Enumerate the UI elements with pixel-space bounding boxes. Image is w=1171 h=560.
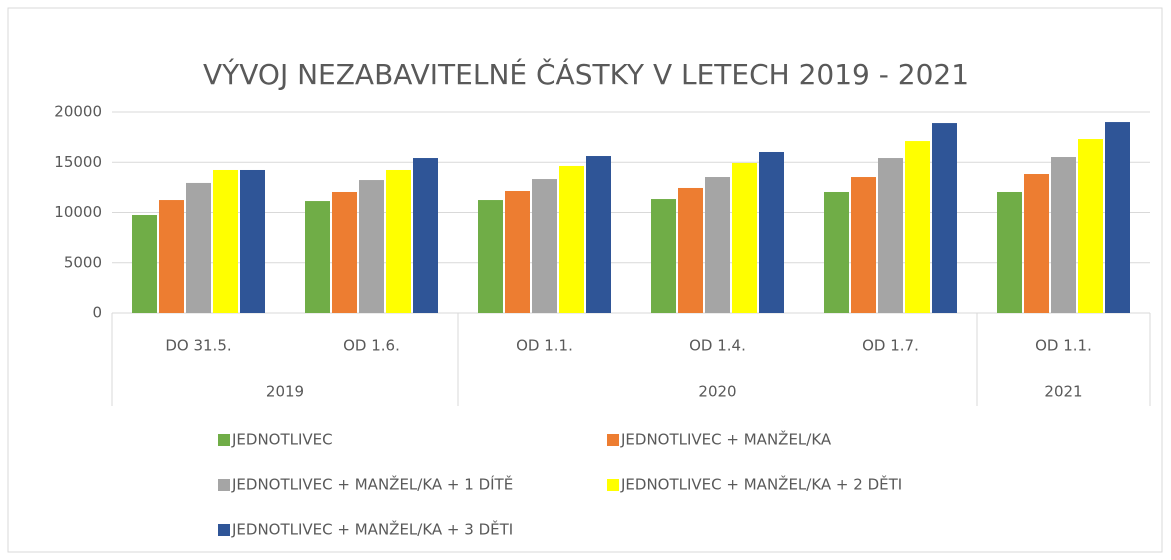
legend-swatch bbox=[607, 479, 619, 491]
group-label: 2019 bbox=[266, 383, 304, 401]
bar bbox=[1105, 122, 1130, 313]
legend-swatch bbox=[218, 524, 230, 536]
bar bbox=[186, 182, 211, 313]
bar bbox=[559, 165, 584, 313]
bar bbox=[359, 180, 384, 313]
bar bbox=[997, 191, 1022, 313]
y-tick-label: 20000 bbox=[54, 103, 102, 121]
bar bbox=[1078, 139, 1103, 313]
bar bbox=[932, 123, 957, 314]
y-tick-label: 10000 bbox=[54, 203, 102, 221]
bar bbox=[651, 199, 676, 313]
x-tick-label: OD 1.1. bbox=[1035, 337, 1092, 355]
bar bbox=[705, 177, 730, 313]
bar bbox=[159, 200, 184, 313]
legend-swatch bbox=[218, 434, 230, 446]
bar bbox=[213, 169, 238, 313]
group-label: 2021 bbox=[1044, 383, 1082, 401]
bar bbox=[1024, 174, 1049, 313]
bar bbox=[732, 162, 757, 313]
bar bbox=[478, 200, 503, 313]
bar bbox=[132, 215, 157, 313]
legend-label: JEDNOTLIVEC + MANŽEL/KA bbox=[620, 430, 832, 449]
chart-title: VÝVOJ NEZABAVITELNÉ ČÁSTKY V LETECH 2019… bbox=[203, 57, 969, 91]
group-label: 2020 bbox=[698, 383, 736, 401]
legend-swatch bbox=[218, 479, 230, 491]
legend-swatch bbox=[607, 434, 619, 446]
bar bbox=[505, 190, 530, 313]
x-tick-label: OD 1.4. bbox=[689, 337, 746, 355]
bar bbox=[305, 201, 330, 313]
legend-label: JEDNOTLIVEC bbox=[231, 431, 333, 449]
bar bbox=[905, 141, 930, 313]
x-tick-label: DO 31.5. bbox=[165, 337, 231, 355]
x-tick-label: OD 1.7. bbox=[862, 337, 919, 355]
bar bbox=[759, 151, 784, 313]
bar bbox=[851, 177, 876, 313]
bar bbox=[386, 169, 411, 313]
bar bbox=[678, 187, 703, 313]
legend-label: JEDNOTLIVEC + MANŽEL/KA + 1 DÍTĚ bbox=[231, 475, 513, 494]
y-tick-label: 15000 bbox=[54, 153, 102, 171]
bar bbox=[878, 158, 903, 313]
bar bbox=[240, 169, 265, 313]
x-tick-label: OD 1.1. bbox=[516, 337, 573, 355]
x-tick-label: OD 1.6. bbox=[343, 337, 400, 355]
y-tick-label: 5000 bbox=[64, 253, 102, 271]
bar bbox=[332, 191, 357, 313]
bar bbox=[413, 158, 438, 313]
legend-label: JEDNOTLIVEC + MANŽEL/KA + 3 DĚTI bbox=[231, 520, 513, 539]
y-tick-label: 0 bbox=[92, 304, 102, 322]
bar bbox=[586, 156, 611, 313]
bar bbox=[532, 179, 557, 313]
bar bbox=[1051, 157, 1076, 313]
legend-label: JEDNOTLIVEC + MANŽEL/KA + 2 DĚTI bbox=[620, 475, 902, 494]
bar bbox=[824, 191, 849, 313]
